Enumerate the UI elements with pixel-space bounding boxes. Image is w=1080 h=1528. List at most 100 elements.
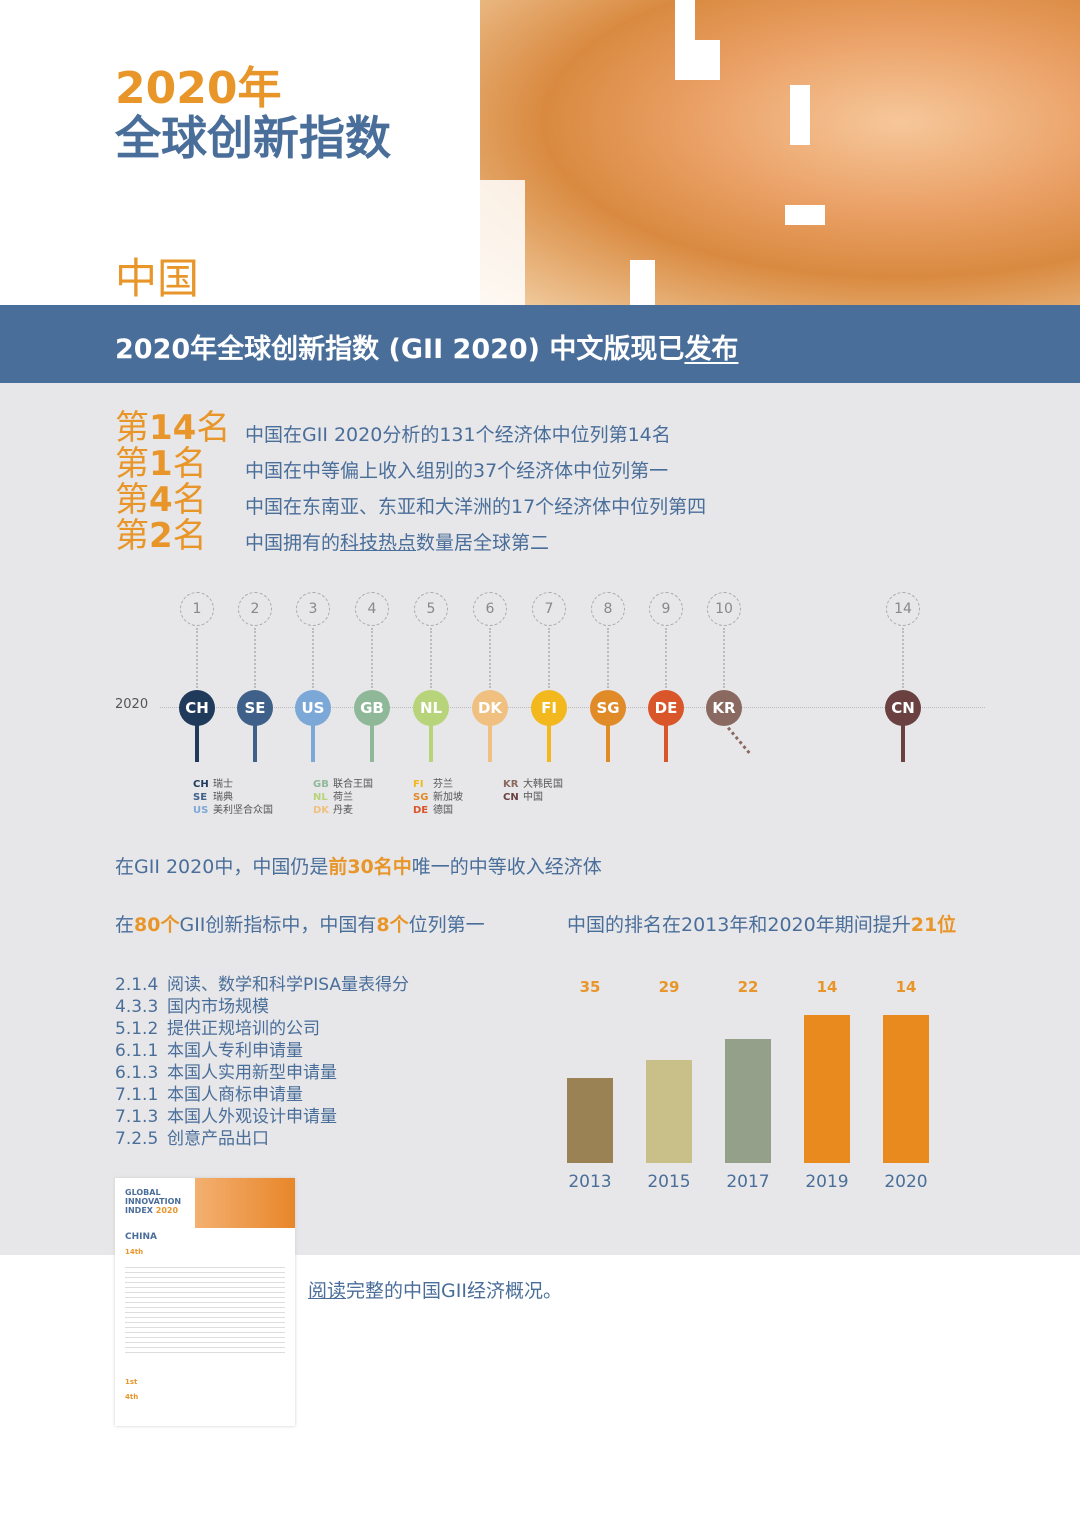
dotted-connector [548, 628, 550, 688]
country-pin[interactable]: GB [354, 690, 390, 726]
country-pin[interactable]: SG [590, 690, 626, 726]
indicator-item: 7.1.1 本国人商标申请量 [115, 1080, 303, 1105]
timeline-axis [160, 707, 985, 708]
text: GII创新指标中，中国有 [179, 914, 377, 936]
rank-number: 7 [532, 592, 566, 626]
bar [883, 1015, 929, 1163]
legend-name: 大韩民国 [523, 779, 563, 790]
hotspot-link[interactable]: 科技热点 [340, 532, 417, 554]
x-tick-label: 2017 [726, 1172, 770, 1192]
rank-desc: 中国拥有的科技热点数量居全球第二 [245, 528, 549, 555]
legend-item: GB 联合王国 [313, 778, 373, 791]
highlight: 前30名中 [328, 856, 412, 878]
pin-stem [311, 722, 315, 762]
country-pin[interactable]: FI [531, 690, 567, 726]
indicator-item: 2.1.4 阅读、数学和科学PISA量表得分 [115, 970, 409, 995]
legend-item: CN 中国 [503, 791, 543, 804]
chart-title: 中国的排名在2013年和2020年期间提升21位 [567, 910, 956, 937]
thumb-text [125, 1263, 285, 1353]
bar [725, 1039, 771, 1163]
indicator-label: 提供正规培训的公司 [167, 1019, 320, 1039]
x-tick-label: 2019 [805, 1172, 849, 1192]
text: 在 [115, 914, 135, 936]
country-pin[interactable]: KR [706, 690, 742, 726]
country-pin[interactable]: DK [472, 690, 508, 726]
banner-text: 2020年全球创新指数 (GII 2020) 中文版现已 [115, 334, 685, 365]
pin-stem [606, 722, 610, 762]
pin-stem [429, 722, 433, 762]
thumb-title: GLOBAL INNOVATION INDEX [125, 1188, 182, 1215]
pin-stem [488, 722, 492, 762]
indicator-code: 6.1.1 [115, 1041, 159, 1061]
pin-stem [253, 722, 257, 762]
hero-image [480, 0, 1080, 305]
statement-indicators: 在80个GII创新指标中，中国有8个位列第一 [115, 910, 485, 937]
legend-code: SG [413, 792, 429, 803]
pin-stem [664, 722, 668, 762]
bar [646, 1060, 692, 1163]
country-pin[interactable]: NL [413, 690, 449, 726]
legend-code: KR [503, 779, 519, 790]
rank-label: 第2名 [115, 516, 207, 556]
pin-stem [547, 722, 551, 762]
dotted-connector [902, 628, 904, 688]
legend-code: NL [313, 792, 328, 803]
indicator-label: 本国人专利申请量 [167, 1041, 303, 1061]
rank-label: 第14名 [115, 408, 231, 448]
banner: 2020年全球创新指数 (GII 2020) 中文版现已发布 [0, 305, 1080, 383]
legend-name: 芬兰 [433, 779, 453, 790]
rank-number: 6 [473, 592, 507, 626]
thumb-rank: 4th [125, 1393, 139, 1401]
statement-middle-income: 在GII 2020中，中国仍是前30名中唯一的中等收入经济体 [115, 852, 602, 879]
indicator-item: 7.1.3 本国人外观设计申请量 [115, 1102, 337, 1127]
indicator-item: 4.3.3 国内市场规模 [115, 992, 269, 1017]
data-label: 14 [816, 978, 838, 996]
x-tick-label: 2020 [884, 1172, 928, 1192]
legend-item: CH 瑞士 [193, 778, 233, 791]
legend-code: GB [313, 779, 329, 790]
legend-name: 德国 [433, 805, 453, 816]
legend-item: US 美利坚合众国 [193, 804, 273, 817]
dotted-connector [665, 628, 667, 688]
text: 中国的排名在2013年和2020年期间提升 [567, 914, 911, 936]
country-pin[interactable]: SE [237, 690, 273, 726]
indicator-code: 2.1.4 [115, 975, 159, 995]
thumb-country: CHINA [125, 1232, 157, 1242]
dotted-connector [371, 628, 373, 688]
highlight: 21位 [910, 914, 957, 936]
footer-text: 阅读完整的中国GII经济概况。 [308, 1276, 562, 1303]
indicator-code: 7.2.5 [115, 1129, 159, 1149]
legend-code: CN [503, 792, 519, 803]
dotted-connector [489, 628, 491, 688]
rank-number: 1 [180, 592, 214, 626]
legend-name: 中国 [523, 792, 543, 803]
indicator-label: 本国人实用新型申请量 [167, 1063, 337, 1083]
page-title: 全球创新指数 [115, 111, 391, 165]
legend-code: CH [193, 779, 209, 790]
data-label: 22 [737, 978, 759, 996]
pin-stem [901, 722, 905, 762]
country-pin[interactable]: CH [179, 690, 215, 726]
text: 中国拥有的 [245, 532, 341, 554]
read-link[interactable]: 阅读 [308, 1280, 347, 1302]
country-pin[interactable]: US [295, 690, 331, 726]
dotted-connector [607, 628, 609, 688]
country-pin[interactable]: DE [648, 690, 684, 726]
pin-stem [370, 722, 374, 762]
indicator-item: 6.1.3 本国人实用新型申请量 [115, 1058, 337, 1083]
rank-label: 第1名 [115, 444, 207, 484]
rank-number: 4 [355, 592, 389, 626]
legend-name: 联合王国 [333, 779, 373, 790]
rank-desc: 中国在东南亚、东亚和大洋洲的17个经济体中位列第四 [245, 496, 707, 518]
rank-number: 14 [886, 592, 920, 626]
legend-name: 荷兰 [333, 792, 353, 803]
rank-number: 9 [649, 592, 683, 626]
legend-item: FI 芬兰 [413, 778, 453, 791]
legend-item: DK 丹麦 [313, 804, 353, 817]
indicator-label: 创意产品出口 [167, 1129, 269, 1149]
year-title: 2020年 [115, 63, 282, 114]
report-thumbnail[interactable]: GLOBAL INNOVATION INDEX 2020 CHINA 14th … [115, 1178, 295, 1426]
rank-desc: 中国在中等偏上收入组别的37个经济体中位列第一 [245, 460, 669, 482]
country-pin[interactable]: CN [885, 690, 921, 726]
banner-link[interactable]: 发布 [684, 334, 739, 365]
